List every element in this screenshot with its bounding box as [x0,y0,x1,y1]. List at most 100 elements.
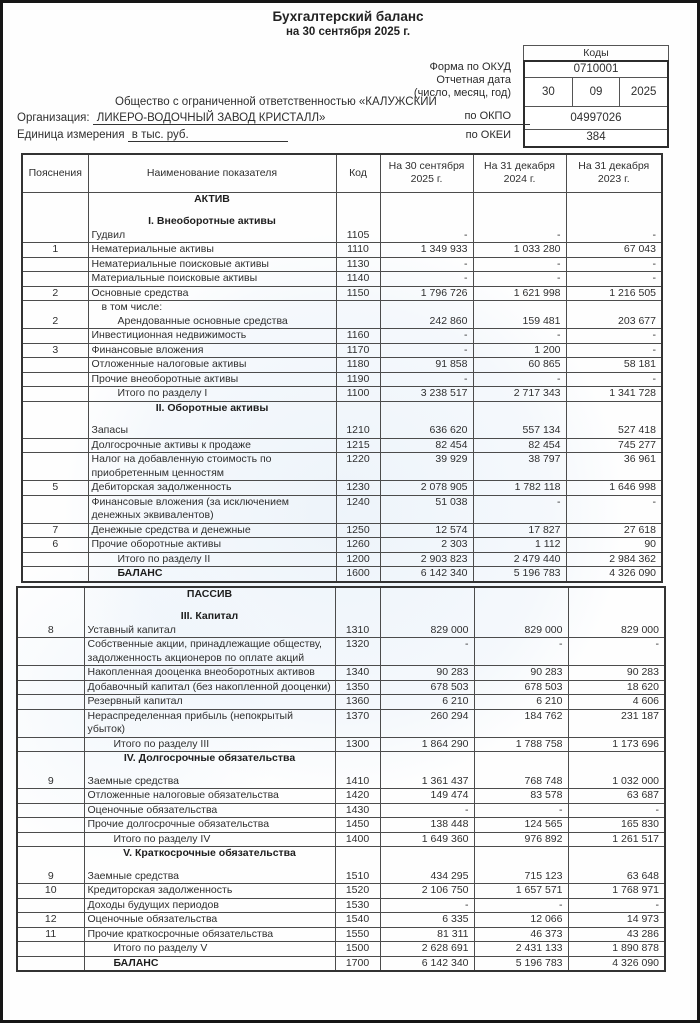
value-cell-2023: 63 687 [567,788,666,804]
unit-row: Единица измерения в тыс. руб. [17,129,288,142]
section-spacer [88,766,332,775]
section-title: ПАССИВ [186,587,233,600]
row-label: Инвестиционная недвижимость [91,329,247,341]
value-cell-2025: 2 106 750 [379,883,475,899]
name-cell: АКТИВ I. Внеоборотные активы Гудвил [87,191,337,243]
name-cell: Прочие долгосрочные обязательства [83,817,336,833]
value-cell-2023: 63 648 [567,846,666,884]
name-cell: Накопленная дооценка внеоборотных активо… [83,665,336,681]
value-cell-2024: 46 373 [473,926,569,942]
name-cell: Итого по разделу V [83,941,336,957]
row-label: Денежные средства и денежные [91,523,251,536]
value-cell-2024: 5 196 783 [472,566,567,582]
table-row: Долгосрочные активы к продаже 1215 82 454 8… [21,437,663,453]
row-label: Итого по разделу IV [113,832,211,845]
value-cell-2025: 2 303 [379,537,474,553]
value-cell-2025: 3 238 517 [379,386,474,402]
value-cell-2023: 43 286 [567,926,666,942]
name-cell: Кредиторская задолженность [83,883,336,899]
value-cell-2025: - [379,256,474,272]
value-cell-2024: 1 200 [472,342,567,358]
value-cell-2023: 745 277 [565,437,663,453]
value-cell-2024: 5 196 783 [473,955,569,972]
value-cell-2023: 58 181 [565,357,663,373]
name-cell: Прочие краткосрочные обязательства [83,926,336,942]
okud-label: Форма по ОКУД [429,61,512,73]
row-label: Запасы [91,424,129,436]
code-cell: 1420 [334,788,381,804]
name-cell: Налог на добавленную стоимость по приобр… [87,452,337,481]
value-cell-2023: 527 418 [565,400,663,439]
value-cell-2024: 60 865 [472,357,567,373]
name-cell: Итого по разделу IV [83,831,336,847]
value-cell-2024: 159 481 [472,300,567,329]
value-cell-2024: 1 621 998 [472,285,567,301]
value-cell-2024: 83 578 [473,788,569,804]
name-cell: V. Краткосрочные обязательства Заемные ср… [83,846,336,884]
section-spacer [88,601,332,610]
liabilities-table: 8 ПАССИВ III. Капитал Уставный капитал 1310 8… [16,585,666,972]
column-header: Код [335,153,381,193]
section-spacer [92,415,333,424]
section-title: IV. Долгосрочные обязательства [123,752,296,765]
value-cell-2024: 1 782 118 [472,480,567,496]
value-cell-2024: 1 033 280 [472,242,567,258]
assets-table: Пояснения Наименование показателя Код На 30… [21,153,663,583]
code-cell: 1310 [334,586,381,638]
value-cell-2023: 1 032 000 [567,751,666,789]
note-cell: 2 [21,300,89,329]
value-cell-2025: 82 454 [379,437,474,453]
table-row: Материальные поисковые активы 1140- - - [21,271,663,287]
row-label: Прочие внеоборотные активы [91,372,239,385]
table-row: Финансовые вложения (за исключением дене… [21,494,663,524]
table-row: БАЛАНС 1700 6 142 340 5 196 783 4 326 090 [16,955,666,972]
code-cell: 1240 [335,494,381,524]
value-cell-2025: - [379,637,475,666]
value-cell-2024: - [473,802,569,818]
codes-box-header: Коды [523,45,669,60]
table-row: Нематериальные поисковые активы 1130- - - [21,256,663,272]
value-cell-2025: 2 903 823 [379,551,474,567]
date-month: 09 [573,78,621,106]
value-cell-2024: 1 788 758 [473,736,569,752]
note-cell [16,788,85,804]
table-row: Налог на добавленную стоимость по приобр… [21,452,663,481]
section-spacer [88,861,332,870]
code-cell: 1530 [334,897,381,913]
note-cell [21,357,89,373]
name-cell: Долгосрочные активы к продаже [87,437,337,453]
note-cell [16,955,85,972]
value-cell-2023: 829 000 [567,586,666,638]
name-cell: Отложенные налоговые активы [87,357,337,373]
column-header: Пояснения [21,153,89,193]
name-cell: Материальные поисковые активы [87,271,337,287]
value-cell-2024: 715 123 [473,846,569,884]
code-cell: 1370 [334,708,381,738]
code-cell: 1220 [335,452,381,481]
unit-label: Единица измерения [17,129,125,141]
section-title: I. Внеоборотные активы [148,215,276,227]
value-cell-2024: - [473,637,569,666]
unit-value: в тыс. руб. [127,129,288,142]
value-cell-2025: 678 503 [379,679,475,695]
note-cell [16,831,85,847]
note-cell: 3 [21,342,89,358]
value-cell-2023: 18 620 [567,679,666,695]
value-cell-2025: 138 448 [379,817,475,833]
value-cell-2023: 1 341 728 [565,386,663,402]
value-cell-2024: - [472,271,567,287]
row-label: Заемные средства [87,869,180,882]
note-cell [21,191,89,243]
row-label: Собственные акции, принадлежащие обществ… [87,638,322,664]
row-label: Кредиторская задолженность [87,884,233,896]
row-label: Итого по разделу V [113,942,208,954]
value-cell-2025: 149 474 [379,788,475,804]
value-cell-2024: 678 503 [473,679,569,695]
organization-name-line1: Общество с ограниченной ответственностью… [115,96,437,108]
note-cell [16,665,85,681]
value-cell-2025: 91 858 [379,357,474,373]
code-cell: 1430 [334,802,381,818]
table-row: 3 Финансовые вложения 1170-1 200- [21,342,663,358]
value-cell-2023: 4 326 090 [567,955,666,972]
